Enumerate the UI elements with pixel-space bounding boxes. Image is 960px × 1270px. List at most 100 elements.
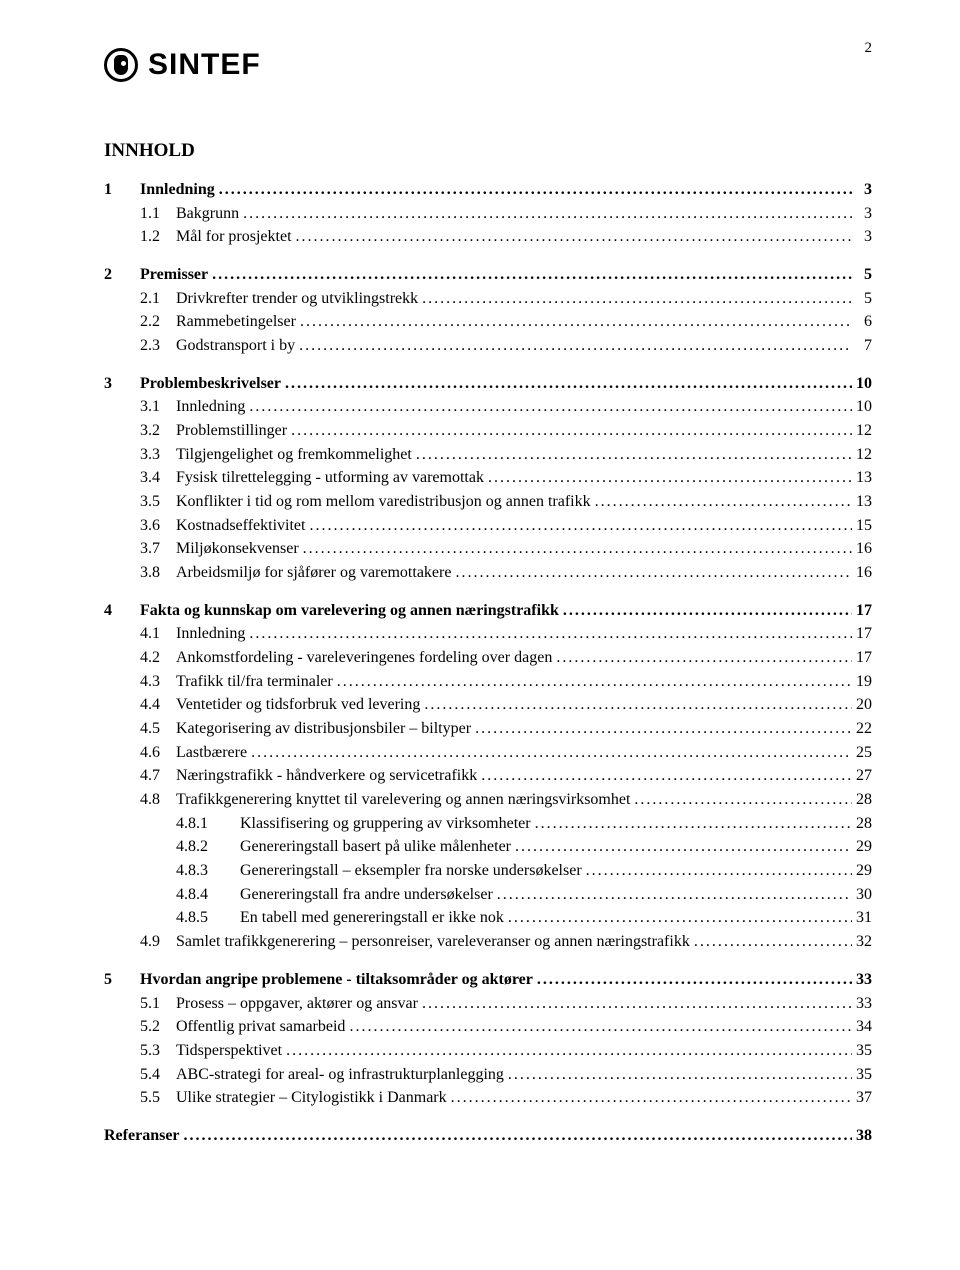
toc-entry-label: Lastbærere (176, 741, 247, 765)
toc-entry-number: 3.3 (140, 443, 176, 467)
toc-leader-dots: ........................................… (282, 1039, 852, 1063)
toc-entry-page: 35 (852, 1063, 872, 1087)
toc-leader-dots: ........................................… (215, 178, 852, 202)
toc-entry-number: 4.1 (140, 622, 176, 646)
toc-entry-label: Innledning (176, 622, 245, 646)
toc-entry: 3.1Innledning...........................… (104, 395, 872, 419)
toc-entry-label: Kategorisering av distribusjonsbiler – b… (176, 717, 471, 741)
toc-entry-label: Premisser (140, 263, 208, 287)
toc-entry-label: Fysisk tilrettelegging - utforming av va… (176, 466, 484, 490)
toc-entry-number: 4.8 (140, 788, 176, 812)
toc-entry-number: 3.8 (140, 561, 176, 585)
toc-leader-dots: ........................................… (511, 835, 852, 859)
toc-entry-page: 33 (852, 968, 872, 992)
toc-entry-number: 1.2 (140, 225, 176, 249)
toc-leader-dots: ........................................… (292, 225, 852, 249)
toc-entry-page: 33 (852, 992, 872, 1016)
toc-leader-dots: ........................................… (447, 1086, 852, 1110)
toc-entry-number: 1 (104, 178, 140, 202)
toc-entry-page: 16 (852, 561, 872, 585)
toc-entry: 3.7Miljøkonsekvenser....................… (104, 537, 872, 561)
toc-entry-label: Problembeskrivelser (140, 372, 281, 396)
toc-entry: 4.8Trafikkgenerering knyttet til varelev… (104, 788, 872, 812)
toc-entry-page: 10 (852, 372, 872, 396)
table-of-contents: 1 Innledning.............................… (104, 178, 872, 1148)
toc-entry-label: Klassifisering og gruppering av virksomh… (240, 812, 531, 836)
toc-entry-number: 3.6 (140, 514, 176, 538)
toc-entry-page: 3 (852, 225, 872, 249)
toc-entry: 4.6Lastbærere...........................… (104, 741, 872, 765)
toc-entry-label: Ventetider og tidsforbruk ved levering (176, 693, 420, 717)
toc-leader-dots: ........................................… (559, 599, 852, 623)
toc-entry: 2.3Godstransport i by...................… (104, 334, 872, 358)
toc-entry-number: 5.2 (140, 1015, 176, 1039)
page-number: 2 (865, 40, 873, 57)
toc-entry: 4.9Samlet trafikkgenerering – personreis… (104, 930, 872, 954)
toc-leader-dots: ........................................… (299, 537, 852, 561)
toc-entry-number: 5.4 (140, 1063, 176, 1087)
toc-entry-label: Bakgrunn (176, 202, 239, 226)
toc-entry-page: 12 (852, 443, 872, 467)
toc-entry-page: 34 (852, 1015, 872, 1039)
toc-leader-dots: ........................................… (245, 622, 852, 646)
toc-leader-dots: ........................................… (531, 812, 852, 836)
toc-leader-dots: ........................................… (420, 693, 852, 717)
toc-entry-number: 4.8.4 (176, 883, 240, 907)
toc-leader-dots: ........................................… (287, 419, 852, 443)
toc-leader-dots: ........................................… (281, 372, 852, 396)
toc-leader-dots: ........................................… (484, 466, 852, 490)
toc-entry: 3.4Fysisk tilrettelegging - utforming av… (104, 466, 872, 490)
toc-entry-page: 27 (852, 764, 872, 788)
toc-entry-number: 4.2 (140, 646, 176, 670)
toc-entry-number: 4.9 (140, 930, 176, 954)
toc-entry-number: 2.1 (140, 287, 176, 311)
toc-entry-page: 13 (852, 490, 872, 514)
toc-entry-number: 5.1 (140, 992, 176, 1016)
toc-entry: 4.8.5En tabell med genereringstall er ik… (104, 906, 872, 930)
toc-entry-page: 29 (852, 835, 872, 859)
toc-entry-page: 15 (852, 514, 872, 538)
toc-entry-page: 5 (852, 287, 872, 311)
toc-entry-page: 28 (852, 812, 872, 836)
toc-entry-label: Ulike strategier – Citylogistikk i Danma… (176, 1086, 447, 1110)
toc-entry-page: 28 (852, 788, 872, 812)
toc-entry-label: Genereringstall – eksempler fra norske u… (240, 859, 582, 883)
toc-entry-page: 38 (852, 1124, 872, 1148)
toc-entry-page: 30 (852, 883, 872, 907)
toc-entry: 4.4Ventetider og tidsforbruk ved leverin… (104, 693, 872, 717)
toc-entry: 3Problembeskrivelser....................… (104, 372, 872, 396)
toc-entry: Referanser..............................… (104, 1124, 872, 1148)
toc-leader-dots: ........................................… (493, 883, 852, 907)
toc-entry-page: 10 (852, 395, 872, 419)
toc-entry-page: 7 (852, 334, 872, 358)
toc-entry-number: 4 (104, 599, 140, 623)
toc-leader-dots: ........................................… (477, 764, 852, 788)
toc-entry-label: Trafikk til/fra terminaler (176, 670, 333, 694)
toc-leader-dots: ........................................… (180, 1124, 852, 1148)
toc-entry-number: 4.3 (140, 670, 176, 694)
toc-entry: 4.8.4Genereringstall fra andre undersøke… (104, 883, 872, 907)
toc-entry-label: Mål for prosjektet (176, 225, 292, 249)
toc-entry-number: 4.7 (140, 764, 176, 788)
toc-entry-page: 22 (852, 717, 872, 741)
toc-leader-dots: ........................................… (333, 670, 852, 694)
toc-entry-page: 17 (852, 599, 872, 623)
toc-entry-number: 4.5 (140, 717, 176, 741)
toc-entry-label: Samlet trafikkgenerering – personreiser,… (176, 930, 690, 954)
toc-entry: 5.4ABC-strategi for areal- og infrastruk… (104, 1063, 872, 1087)
toc-entry-number: 5.5 (140, 1086, 176, 1110)
toc-entry-page: 31 (852, 906, 872, 930)
toc-entry-number: 3.7 (140, 537, 176, 561)
toc-leader-dots: ........................................… (630, 788, 852, 812)
toc-entry-label: Genereringstall basert på ulike målenhet… (240, 835, 511, 859)
logo-mark-icon (104, 48, 138, 82)
toc-entry: 4.5Kategorisering av distribusjonsbiler … (104, 717, 872, 741)
toc-entry-number: 4.4 (140, 693, 176, 717)
toc-entry-label: Konflikter i tid og rom mellom varedistr… (176, 490, 591, 514)
toc-entry-label: Tidsperspektivet (176, 1039, 282, 1063)
toc-entry-label: Trafikkgenerering knyttet til vareleveri… (176, 788, 630, 812)
toc-entry: 1Innledning.............................… (104, 178, 872, 202)
toc-entry-label: Genereringstall fra andre undersøkelser (240, 883, 493, 907)
toc-entry-label: Problemstillinger (176, 419, 287, 443)
toc-entry: 2.2Rammebetingelser.....................… (104, 310, 872, 334)
